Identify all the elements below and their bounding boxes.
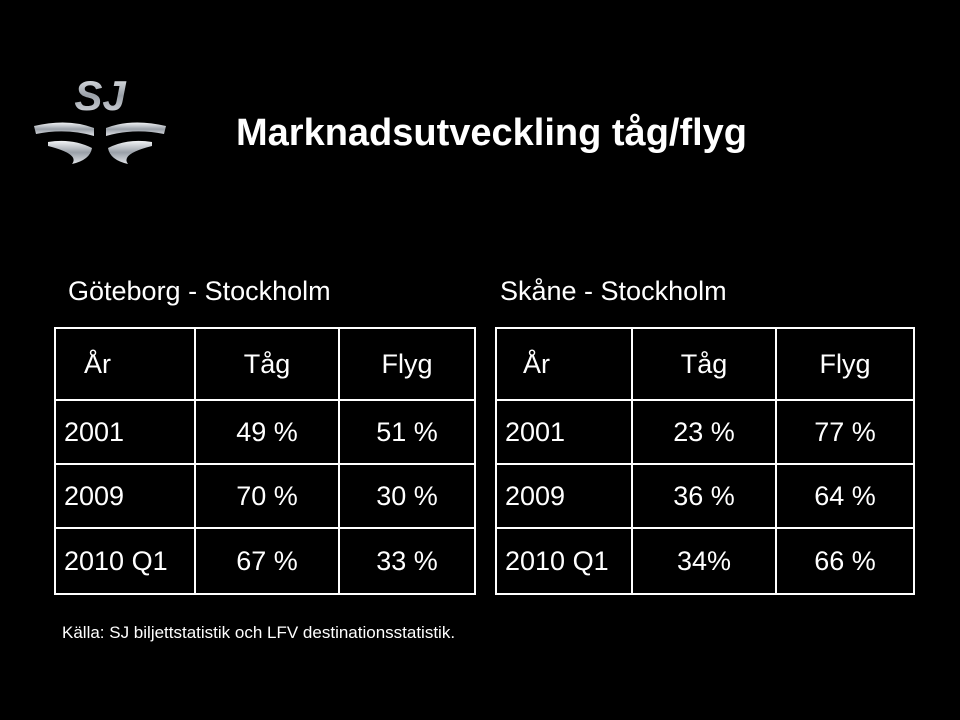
- flight-share-cell: 77 %: [775, 399, 915, 465]
- logo-swoosh-right: [108, 140, 152, 164]
- train-share-cell: 34%: [631, 527, 777, 595]
- market-table-skane: År Tåg Flyg 2001 23 % 77 % 2009 36 % 64 …: [495, 327, 915, 595]
- year-cell: 2001: [495, 399, 633, 465]
- source-note: Källa: SJ biljettstatistik och LFV desti…: [62, 623, 456, 642]
- header-flight: Flyg: [775, 327, 915, 401]
- year-cell: 2010 Q1: [495, 527, 633, 595]
- header-year: År: [54, 327, 196, 401]
- logo-wing-right: [106, 122, 166, 136]
- year-cell: 2009: [495, 463, 633, 529]
- year-cell: 2010 Q1: [54, 527, 196, 595]
- table-row: 2009 36 % 64 %: [495, 463, 915, 529]
- page-title: Marknadsutveckling tåg/flyg: [236, 112, 748, 154]
- train-share-cell: 23 %: [631, 399, 777, 465]
- flight-share-cell: 66 %: [775, 527, 915, 595]
- table-header-row: År Tåg Flyg: [54, 327, 476, 401]
- logo-swoosh-left: [48, 140, 92, 164]
- header-year: År: [495, 327, 633, 401]
- header-train: Tåg: [194, 327, 340, 401]
- table-row: 2001 49 % 51 %: [54, 399, 476, 465]
- header-flight: Flyg: [338, 327, 476, 401]
- table-row: 2010 Q1 34% 66 %: [495, 527, 915, 595]
- flight-share-cell: 51 %: [338, 399, 476, 465]
- logo-wing-left: [34, 122, 94, 136]
- route-title-skane: Skåne - Stockholm: [500, 276, 727, 306]
- table-row: 2001 23 % 77 %: [495, 399, 915, 465]
- sj-logo: SJ: [34, 72, 166, 164]
- train-share-cell: 70 %: [194, 463, 340, 529]
- table-row: 2009 70 % 30 %: [54, 463, 476, 529]
- route-title-goteborg: Göteborg - Stockholm: [68, 276, 331, 306]
- year-cell: 2009: [54, 463, 196, 529]
- train-share-cell: 67 %: [194, 527, 340, 595]
- market-table-goteborg: År Tåg Flyg 2001 49 % 51 % 2009 70 % 30 …: [54, 327, 476, 595]
- table-row: 2010 Q1 67 % 33 %: [54, 527, 476, 595]
- table-header-row: År Tåg Flyg: [495, 327, 915, 401]
- train-share-cell: 49 %: [194, 399, 340, 465]
- flight-share-cell: 30 %: [338, 463, 476, 529]
- year-cell: 2001: [54, 399, 196, 465]
- flight-share-cell: 64 %: [775, 463, 915, 529]
- header-train: Tåg: [631, 327, 777, 401]
- train-share-cell: 36 %: [631, 463, 777, 529]
- sj-logo-text: SJ: [74, 72, 127, 119]
- flight-share-cell: 33 %: [338, 527, 476, 595]
